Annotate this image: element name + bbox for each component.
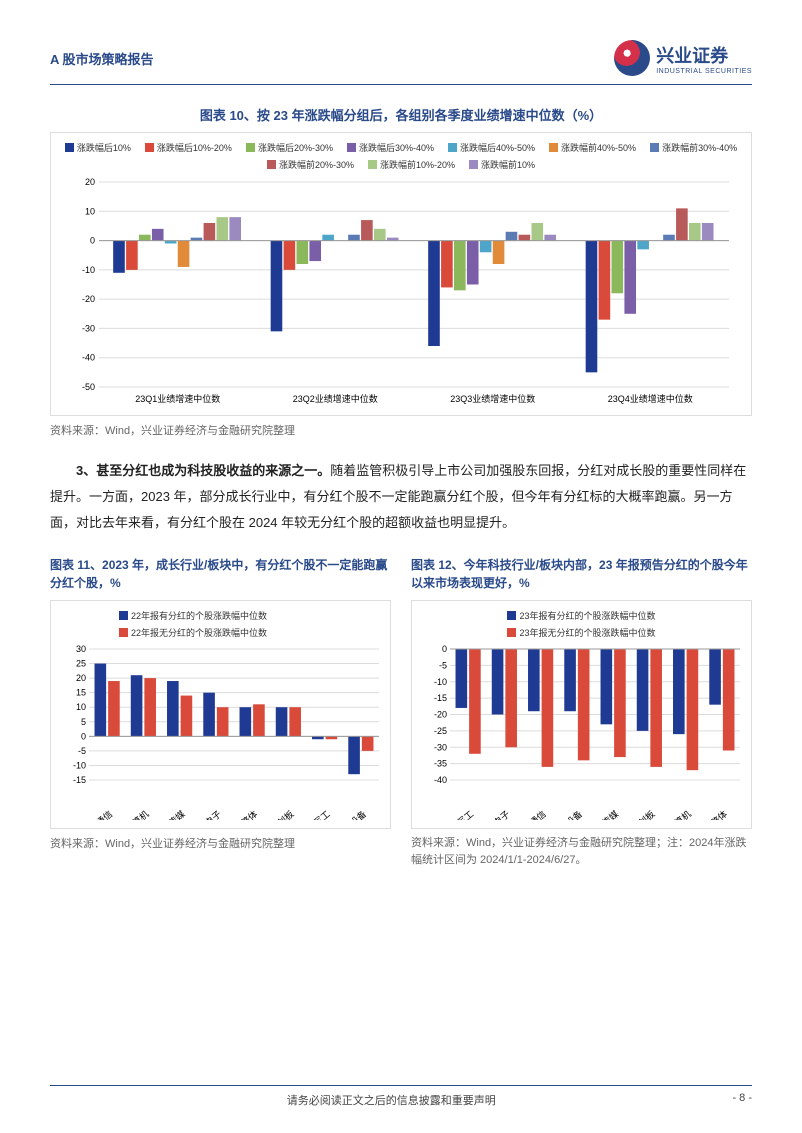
svg-text:23Q1业绩增速中位数: 23Q1业绩增速中位数 — [135, 393, 220, 404]
chart12-source: 资料来源：Wind，兴业证券经济与金融研究院整理；注：2024年涨跌幅统计区间为… — [411, 835, 752, 868]
chart11-box: 22年报有分红的个股涨跌幅中位数22年报无分红的个股涨跌幅中位数 -15-10-… — [50, 600, 391, 829]
svg-text:23Q3业绩增速中位数: 23Q3业绩增速中位数 — [450, 393, 535, 404]
svg-text:-30: -30 — [82, 323, 95, 333]
svg-text:-15: -15 — [73, 775, 86, 785]
page-number: - 8 - — [732, 1092, 752, 1108]
svg-text:科创板: 科创板 — [629, 808, 657, 820]
svg-text:10: 10 — [85, 206, 95, 216]
body-paragraph: 3、甚至分红也成为科技股收益的来源之一。随着监管积极引导上市公司加强股东回报，分… — [50, 458, 752, 536]
svg-text:整体: 整体 — [708, 808, 729, 820]
svg-text:计算机: 计算机 — [665, 808, 693, 820]
svg-text:-10: -10 — [434, 677, 447, 687]
svg-text:20: 20 — [85, 177, 95, 187]
svg-text:30: 30 — [76, 645, 86, 654]
svg-text:-15: -15 — [434, 693, 447, 703]
svg-text:通信: 通信 — [527, 808, 548, 820]
chart12-legend: 23年报有分红的个股涨跌幅中位数23年报无分红的个股涨跌幅中位数 — [420, 609, 743, 639]
body-lead: 3、甚至分红也成为科技股收益的来源之一。 — [76, 463, 330, 478]
chart10-title: 图表 10、按 23 年涨跌幅分组后，各组别各季度业绩增速中位数（%） — [50, 105, 752, 124]
logo-icon — [614, 40, 650, 76]
svg-text:-10: -10 — [73, 760, 86, 770]
chart11-title: 图表 11、2023 年，成长行业/板块中，有分红个股不一定能跑赢分红个股，% — [50, 556, 391, 594]
svg-text:-40: -40 — [434, 775, 447, 785]
svg-text:0: 0 — [81, 731, 86, 741]
svg-text:10: 10 — [76, 702, 86, 712]
chart11-svg: -15 -10 -5 0 5 10 15 20 25 30 通信计算机 传媒 电子 整体科创板国防军工电力… — [59, 645, 384, 820]
svg-text:科创板: 科创板 — [268, 808, 296, 820]
svg-text:23Q4业绩增速中位数: 23Q4业绩增速中位数 — [608, 393, 693, 404]
svg-text:-20: -20 — [82, 294, 95, 304]
svg-text:-50: -50 — [82, 382, 95, 392]
svg-text:23Q2业绩增速中位数: 23Q2业绩增速中位数 — [293, 393, 378, 404]
svg-text:0: 0 — [90, 236, 95, 246]
chart11-source: 资料来源：Wind，兴业证券经济与金融研究院整理 — [50, 835, 391, 851]
page-footer: 请务必阅读正文之后的信息披露和重要声明 - 8 - — [50, 1085, 752, 1108]
charts-row: 图表 11、2023 年，成长行业/板块中，有分红个股不一定能跑赢分红个股，% … — [50, 556, 752, 888]
chart10-source: 资料来源：Wind，兴业证券经济与金融研究院整理 — [50, 422, 752, 438]
company-logo: 兴业证券 INDUSTRIAL SECURITIES — [614, 40, 752, 76]
svg-text:5: 5 — [81, 717, 86, 727]
chart12-title: 图表 12、今年科技行业/板块内部，23 年报预告分红的个股今年以来市场表现更好… — [411, 556, 752, 594]
svg-text:电子: 电子 — [202, 808, 223, 820]
chart11-legend: 22年报有分红的个股涨跌幅中位数22年报无分红的个股涨跌幅中位数 — [119, 609, 382, 639]
svg-text:-30: -30 — [434, 742, 447, 752]
svg-text:20: 20 — [76, 673, 86, 683]
svg-text:-10: -10 — [82, 265, 95, 275]
svg-text:国防军工: 国防军工 — [441, 808, 476, 820]
svg-text:-5: -5 — [439, 660, 447, 670]
svg-text:计算机: 计算机 — [123, 808, 151, 820]
svg-text:电子: 电子 — [491, 808, 512, 820]
footer-disclaimer: 请务必阅读正文之后的信息披露和重要声明 — [287, 1092, 496, 1108]
page-header: A 股市场策略报告 兴业证券 INDUSTRIAL SECURITIES — [50, 40, 752, 85]
chart10-svg: -50 -40 -30 -20 -10 0 10 20 23Q1业绩增速中位数 23Q2业绩增速中… — [59, 177, 739, 407]
chart12-box: 23年报有分红的个股涨跌幅中位数23年报无分红的个股涨跌幅中位数 -40-35-… — [411, 600, 752, 829]
report-category: A 股市场策略报告 — [50, 49, 154, 68]
svg-text:25: 25 — [76, 659, 86, 669]
svg-text:电力设备: 电力设备 — [550, 808, 585, 820]
svg-text:整体: 整体 — [239, 808, 260, 820]
svg-text:-5: -5 — [78, 746, 86, 756]
chart12-svg: -40 -35 -30 -25 -20 -15 -10 -5 0 国防军工 电子 通信电力设备 传媒科创… — [420, 645, 745, 820]
svg-text:传媒: 传媒 — [166, 808, 187, 820]
logo-text-en: INDUSTRIAL SECURITIES — [656, 68, 752, 75]
svg-text:15: 15 — [76, 688, 86, 698]
chart12-col: 图表 12、今年科技行业/板块内部，23 年报预告分红的个股今年以来市场表现更好… — [411, 556, 752, 888]
svg-text:通信: 通信 — [94, 808, 115, 820]
chart10-box: 涨跌幅后10%涨跌幅后10%-20%涨跌幅后20%-30%涨跌幅后30%-40%… — [50, 132, 752, 416]
svg-text:-20: -20 — [434, 710, 447, 720]
svg-text:0: 0 — [442, 645, 447, 654]
svg-text:传媒: 传媒 — [600, 808, 621, 820]
svg-text:-35: -35 — [434, 759, 447, 769]
chart10-legend: 涨跌幅后10%涨跌幅后10%-20%涨跌幅后20%-30%涨跌幅后30%-40%… — [59, 141, 743, 171]
chart11-col: 图表 11、2023 年，成长行业/板块中，有分红个股不一定能跑赢分红个股，% … — [50, 556, 391, 888]
svg-text:国防军工: 国防军工 — [297, 808, 332, 820]
svg-text:-25: -25 — [434, 726, 447, 736]
logo-text-cn: 兴业证券 — [656, 42, 752, 68]
svg-text:-40: -40 — [82, 353, 95, 363]
svg-text:电力设备: 电力设备 — [334, 808, 369, 820]
